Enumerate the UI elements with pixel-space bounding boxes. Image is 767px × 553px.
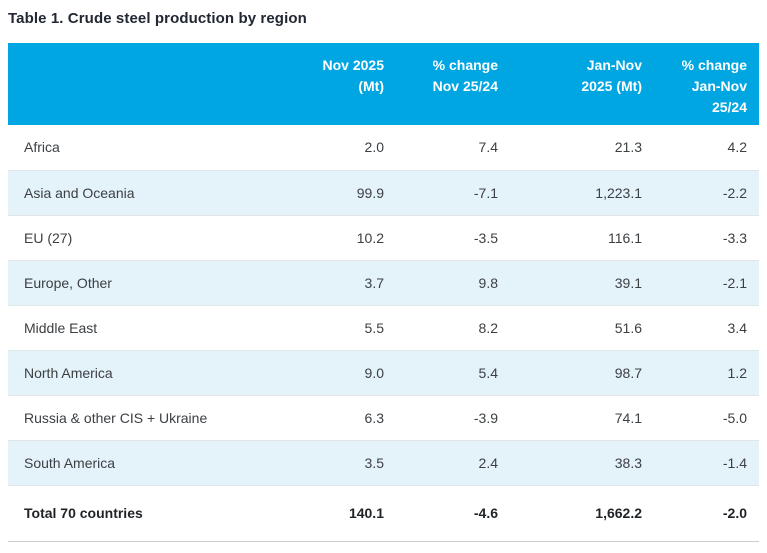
header-line: Nov 25/24 (432, 78, 498, 94)
value-cell: 99.9 (356, 184, 384, 201)
value-cell: 51.6 (614, 319, 642, 336)
region-cell: Russia & other CIS + Ukraine (24, 409, 208, 426)
table-row: Europe, Other 3.7 9.8 39.1 -2.1 (8, 260, 759, 305)
total-row: Total 70 countries 140.1 -4.6 1,662.2 -2.0 (8, 485, 759, 541)
table-row: Middle East 5.5 8.2 51.6 3.4 (8, 305, 759, 350)
value-cell: 2.4 (478, 454, 498, 471)
header-line: (Mt) (358, 78, 384, 94)
value-cell: 140.1 (348, 505, 384, 521)
value-cell: -4.6 (473, 505, 498, 521)
region-cell: EU (27) (24, 229, 73, 246)
region-cell: South America (24, 454, 116, 471)
value-cell: 116.1 (608, 229, 642, 246)
value-cell: 74.1 (614, 409, 642, 426)
region-cell: Asia and Oceania (24, 184, 135, 201)
header-line: 2025 (Mt) (581, 78, 642, 94)
value-cell: 7.4 (478, 139, 498, 156)
value-cell: 9.0 (364, 364, 384, 381)
table-row: Russia & other CIS + Ukraine 6.3 -3.9 74.1 -… (8, 395, 759, 440)
header-pct-change-nov: % change Nov 25/24 (396, 43, 510, 125)
header-row: Nov 2025 (Mt) % change Nov 25/24 Jan-Nov 20… (8, 43, 759, 125)
value-cell: 38.3 (614, 454, 642, 471)
table-body: Africa 2.0 7.4 21.3 4.2 Asia and Oceania 99.9 -… (8, 125, 759, 541)
value-cell: 5.5 (364, 319, 384, 336)
table-row: Africa 2.0 7.4 21.3 4.2 (8, 125, 759, 170)
value-cell: 39.1 (614, 274, 642, 291)
header-line: % change (681, 57, 747, 73)
header-nov-2025-mt: Nov 2025 (Mt) (276, 43, 396, 125)
table-row: North America 9.0 5.4 98.7 1.2 (8, 350, 759, 395)
value-cell: 1,223.1 (595, 184, 642, 201)
value-cell: 6.3 (364, 409, 384, 426)
header-jan-nov-2025-mt: Jan-Nov 2025 (Mt) (510, 43, 654, 125)
value-cell: 4.2 (727, 139, 747, 156)
value-cell: -2.1 (722, 274, 747, 291)
value-cell: 3.5 (364, 454, 384, 471)
value-cell: -3.3 (722, 229, 747, 246)
header-line: Nov 2025 (322, 57, 384, 73)
region-cell: Africa (24, 139, 60, 156)
table-title: Table 1. Crude steel production by regio… (8, 10, 307, 27)
value-cell: -5.0 (722, 409, 747, 426)
table-row: Asia and Oceania 99.9 -7.1 1,223.1 -2.2 (8, 170, 759, 215)
table-row: EU (27) 10.2 -3.5 116.1 -3.3 (8, 215, 759, 260)
header-line: Jan-Nov (691, 78, 747, 94)
value-cell: 21.3 (614, 139, 642, 156)
header-line: % change (432, 57, 498, 73)
header-region (8, 43, 276, 125)
value-cell: 2.0 (364, 139, 384, 156)
value-cell: 8.2 (478, 319, 498, 336)
region-cell: Europe, Other (24, 274, 112, 291)
value-cell: 98.7 (614, 364, 642, 381)
region-cell: Middle East (24, 319, 98, 336)
value-cell: 5.4 (478, 364, 498, 381)
header-pct-change-jan-nov: % change Jan-Nov 25/24 (654, 43, 759, 125)
value-cell: -1.4 (722, 454, 747, 471)
header-line: 25/24 (711, 99, 747, 115)
value-cell: -3.9 (473, 409, 498, 426)
value-cell: 9.8 (478, 274, 498, 291)
value-cell: 1.2 (727, 364, 747, 381)
value-cell: 3.7 (364, 274, 384, 291)
value-cell: -7.1 (473, 184, 498, 201)
value-cell: 10.2 (356, 229, 384, 246)
value-cell: 1,662.2 (595, 505, 642, 521)
region-cell: North America (24, 364, 113, 381)
value-cell: -3.5 (473, 229, 498, 246)
value-cell: -2.2 (722, 184, 747, 201)
value-cell: -2.0 (722, 505, 747, 521)
region-cell: Total 70 countries (24, 505, 143, 521)
crude-steel-production-table: Nov 2025 (Mt) % change Nov 25/24 Jan-Nov 20… (8, 43, 759, 542)
table-row: South America 3.5 2.4 38.3 -1.4 (8, 440, 759, 485)
value-cell: 3.4 (727, 319, 747, 336)
header-line: Jan-Nov (586, 57, 642, 73)
